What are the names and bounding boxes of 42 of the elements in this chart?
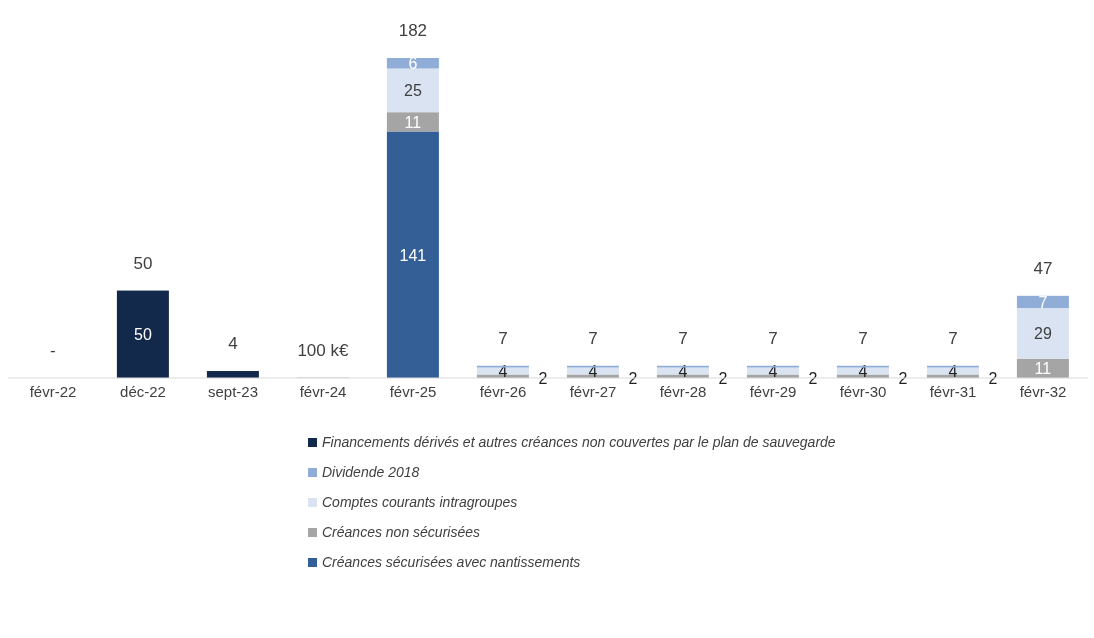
data-label: 11 (404, 113, 422, 131)
x-tick-label: sept-23 (207, 382, 259, 400)
data-label: 7 (1038, 293, 1048, 311)
x-tick-label: févr-30 (839, 382, 887, 400)
x-tick-label: févr-31 (929, 382, 977, 400)
x-tick-label: févr-22 (29, 382, 77, 400)
total-label: - (50, 341, 56, 360)
total-label: 47 (1033, 258, 1053, 278)
data-label: 29 (1034, 325, 1052, 343)
data-label: 2 (718, 370, 728, 387)
legend-label: Créances non sécurisées (322, 524, 480, 540)
x-tick-label: févr-28 (659, 382, 707, 400)
legend-label: Financements dérivés et autres créances non couvertes par le plan de sauvegarde (322, 434, 836, 450)
data-label: 50 (134, 326, 152, 344)
data-label: 25 (404, 82, 422, 100)
data-label: 141 (399, 246, 427, 264)
legend-label: Dividende 2018 (322, 464, 420, 480)
data-label: 2 (898, 370, 908, 387)
data-label: 2 (808, 370, 818, 387)
total-label: 7 (588, 328, 598, 348)
total-label: 7 (858, 328, 868, 348)
x-tick-label: févr-29 (749, 382, 797, 400)
legend-label: Comptes courants intragroupes (322, 494, 518, 510)
total-label: 100 k€ (297, 340, 349, 360)
data-label: 2 (628, 370, 638, 387)
data-label: 2 (988, 370, 998, 387)
total-label: 4 (228, 334, 238, 354)
x-tick-label: févr-27 (569, 382, 617, 400)
x-tick-label: févr-26 (479, 382, 527, 400)
x-tick-label: déc-22 (120, 382, 166, 400)
data-label: 2 (538, 370, 548, 387)
x-tick-label: févr-25 (389, 382, 437, 400)
data-label: 11 (1034, 360, 1052, 378)
total-label: 50 (133, 253, 153, 273)
x-tick-label: févr-32 (1019, 382, 1067, 400)
total-label: 182 (398, 21, 428, 40)
total-label: 7 (768, 328, 778, 348)
total-label: 7 (498, 328, 508, 348)
legend-label: Créances sécurisées avec nantissements (322, 554, 581, 570)
x-tick-label: févr-24 (299, 382, 347, 400)
total-label: 7 (948, 328, 958, 348)
total-label: 7 (678, 328, 688, 348)
